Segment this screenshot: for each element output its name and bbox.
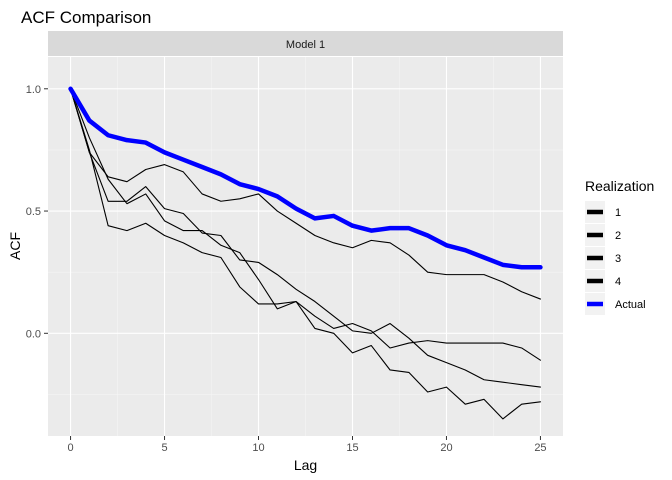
series-line-1 <box>70 88 541 300</box>
y-tick-label: 1.0 <box>26 84 41 96</box>
x-tick-label: 10 <box>252 442 264 454</box>
series-line-actual <box>68 86 543 270</box>
legend-label-2: 2 <box>615 230 621 242</box>
facet-label: Model 1 <box>286 39 325 51</box>
minor-gridlines <box>48 57 563 436</box>
y-tick-label: 0.5 <box>26 206 41 218</box>
facet-strip <box>48 31 563 56</box>
legend-title: Realization <box>585 178 654 194</box>
x-tick-label: 20 <box>440 442 452 454</box>
x-axis: 0 5 10 15 20 25 <box>67 436 547 454</box>
x-tick-label: 0 <box>67 442 73 454</box>
y-axis: 0.0 0.5 1.0 <box>26 84 48 340</box>
legend-label-4: 4 <box>615 276 621 288</box>
series-line-4 <box>70 88 541 420</box>
x-tick-label: 5 <box>161 442 167 454</box>
series-line-3 <box>70 88 541 361</box>
series-lines <box>68 86 543 420</box>
chart-title: ACF Comparison <box>21 8 151 27</box>
legend-label-actual: Actual <box>615 299 646 311</box>
legend-label-1: 1 <box>615 207 621 219</box>
x-tick-label: 15 <box>346 442 358 454</box>
x-tick-label: 25 <box>534 442 546 454</box>
x-axis-title: Lag <box>294 457 317 473</box>
y-axis-title: ACF <box>7 232 23 260</box>
y-tick-label: 0.0 <box>26 328 41 340</box>
series-line-2 <box>70 88 541 388</box>
legend-label-3: 3 <box>615 253 621 265</box>
legend: 1 2 3 4 Actual <box>585 201 646 315</box>
